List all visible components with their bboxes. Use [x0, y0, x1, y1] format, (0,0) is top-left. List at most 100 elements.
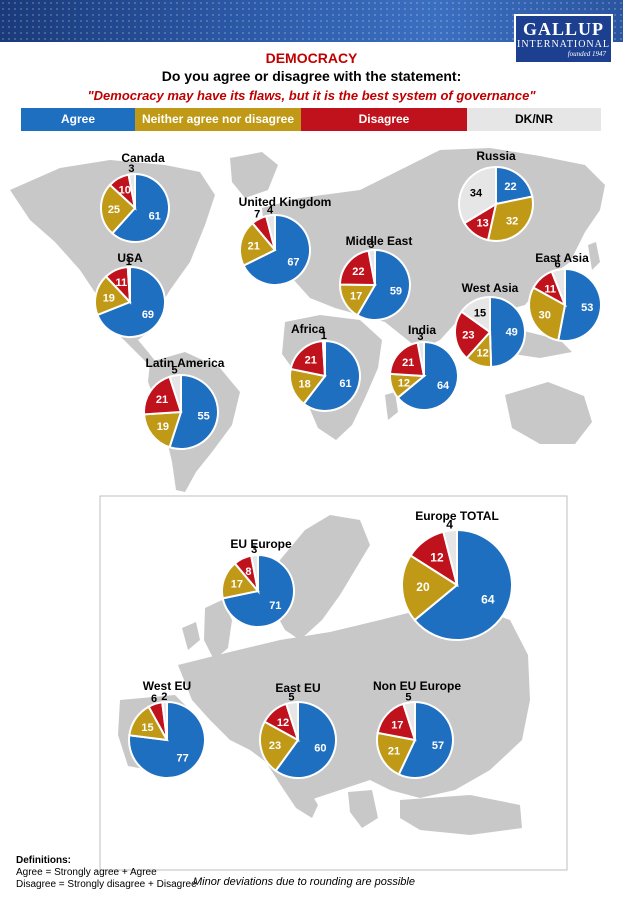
pie-slice-disagree [454, 310, 492, 360]
pie-slice-dk-nr [367, 248, 376, 286]
pie-title-africa: Africa [291, 322, 325, 336]
pie-value-label: 25 [108, 204, 120, 216]
definition-disagree: Disagree = Strongly disagree + Disagree [16, 879, 197, 890]
pie-value-label: 3 [251, 544, 257, 556]
pie-title-east-eu: East EU [275, 681, 320, 695]
definition-agree: Agree = Strongly agree + Agree [16, 867, 157, 878]
pie-value-label: 12 [398, 378, 410, 390]
pie-slice-agree [274, 700, 337, 779]
pie-value-label: 5 [172, 365, 178, 377]
pie-value-label: 71 [269, 600, 281, 612]
pie-value-label: 12 [277, 717, 289, 729]
pie-slice-dk-nr [416, 340, 425, 377]
pie-title-west-eu: West EU [143, 679, 191, 693]
pie-value-label: 5 [288, 692, 294, 704]
pie-value-label: 19 [103, 292, 115, 304]
pie-value-label: 30 [539, 310, 551, 322]
statement-text: "Democracy may have its flaws, but it is… [87, 88, 536, 103]
pie-value-label: 12 [430, 550, 444, 564]
pie-slice-neither-agree-nor-disagree [239, 221, 277, 267]
legend-agree: Agree [21, 108, 135, 131]
pie-value-label: 64 [481, 593, 495, 607]
pie-title-middle-east: Middle East [346, 234, 413, 248]
pie-slice-agree [355, 248, 411, 321]
pie-value-label: 17 [231, 579, 243, 591]
gallup-logo: GALLUP INTERNATIONAL founded 1947 [514, 14, 613, 64]
logo-founded: founded 1947 [567, 50, 606, 58]
pie-slice-dk-nr [321, 339, 326, 377]
pie-value-label: 67 [287, 256, 299, 268]
pie-slice-agree [495, 165, 534, 206]
pie-slice-dk-nr [168, 373, 182, 413]
pie-value-label: 4 [267, 204, 274, 216]
pie-value-label: 32 [506, 215, 518, 227]
pie-value-label: 20 [416, 580, 430, 594]
pie-slice-dk-nr [250, 553, 259, 592]
pie-russia: 22 32 13 34 Russia [458, 149, 534, 242]
pie-slice-neither-agree-nor-disagree [486, 195, 534, 242]
pie-title-eu-europe: EU Europe [230, 537, 292, 551]
pie-value-label: 21 [402, 357, 414, 369]
pie-value-label: 22 [352, 266, 364, 278]
pie-title-russia: Russia [476, 149, 516, 163]
pie-value-label: 6 [151, 693, 157, 705]
pie-title-west-asia: West Asia [462, 281, 519, 295]
legend-neither: Neither agree nor disagree [135, 108, 301, 131]
pie-slice-dk-nr [161, 700, 168, 741]
pie-slice-dk-nr [458, 165, 497, 225]
pie-slice-dk-nr [284, 700, 299, 741]
pie-value-label: 6 [554, 259, 560, 271]
definitions: Definitions: Agree = Strongly agree + Ag… [16, 855, 197, 891]
question-text: Do you agree or disagree with the statem… [161, 68, 462, 84]
pie-title-europe-total: Europe TOTAL [415, 509, 499, 523]
pie-value-label: 3 [417, 331, 423, 343]
pie-value-label: 18 [299, 379, 311, 391]
pie-value-label: 60 [314, 742, 326, 754]
legend-dknr: DK/NR [467, 108, 601, 131]
pie-slice-neither-agree-nor-disagree [376, 731, 417, 776]
pie-slice-agree [242, 213, 311, 286]
chart-legend: Agree Neither agree nor disagree Disagre… [21, 108, 601, 131]
pie-title-east-asia: East Asia [535, 251, 589, 265]
pie-value-label: 3 [368, 239, 374, 251]
pie-value-label: 34 [470, 188, 483, 200]
logo-name: GALLUP [522, 19, 604, 39]
pie-title-non-eu-europe: Non EU Europe [373, 679, 461, 693]
pie-slice-agree [302, 339, 361, 412]
pie-value-label: 11 [544, 283, 556, 295]
pie-value-label: 8 [245, 566, 251, 578]
pie-value-label: 59 [390, 286, 402, 298]
pie-slice-dk-nr [401, 700, 416, 741]
legend-disagree: Disagree [301, 108, 467, 131]
pie-value-label: 19 [157, 421, 169, 433]
pie-value-label: 10 [119, 185, 131, 197]
pie-title-united-kingdom: United Kingdom [239, 195, 332, 209]
pie-title-latin-america: Latin America [146, 356, 225, 370]
pie-value-label: 53 [581, 302, 593, 314]
pie-value-label: 61 [149, 211, 161, 223]
pie-title-usa: USA [117, 251, 143, 265]
rounding-note: Minor deviations due to rounding are pos… [193, 876, 415, 888]
pie-value-label: 21 [305, 355, 317, 367]
pie-slice-neither-agree-nor-disagree [401, 554, 459, 622]
page-title: DEMOCRACY [265, 50, 358, 66]
pie-value-label: 13 [477, 218, 489, 230]
pie-value-label: 12 [476, 347, 488, 359]
pie-value-label: 22 [504, 181, 516, 193]
pie-title-canada: Canada [121, 151, 165, 165]
pie-slice-agree [110, 172, 170, 243]
pie-slice-agree [397, 700, 454, 779]
pie-slice-agree [396, 340, 459, 411]
pie-slice-agree [413, 528, 513, 641]
pie-slice-disagree [338, 249, 377, 287]
pie-value-label: 17 [391, 719, 403, 731]
pie-value-label: 11 [116, 277, 128, 289]
pie-slice-neither-agree-nor-disagree [259, 720, 300, 773]
pie-slice-disagree [289, 340, 327, 378]
